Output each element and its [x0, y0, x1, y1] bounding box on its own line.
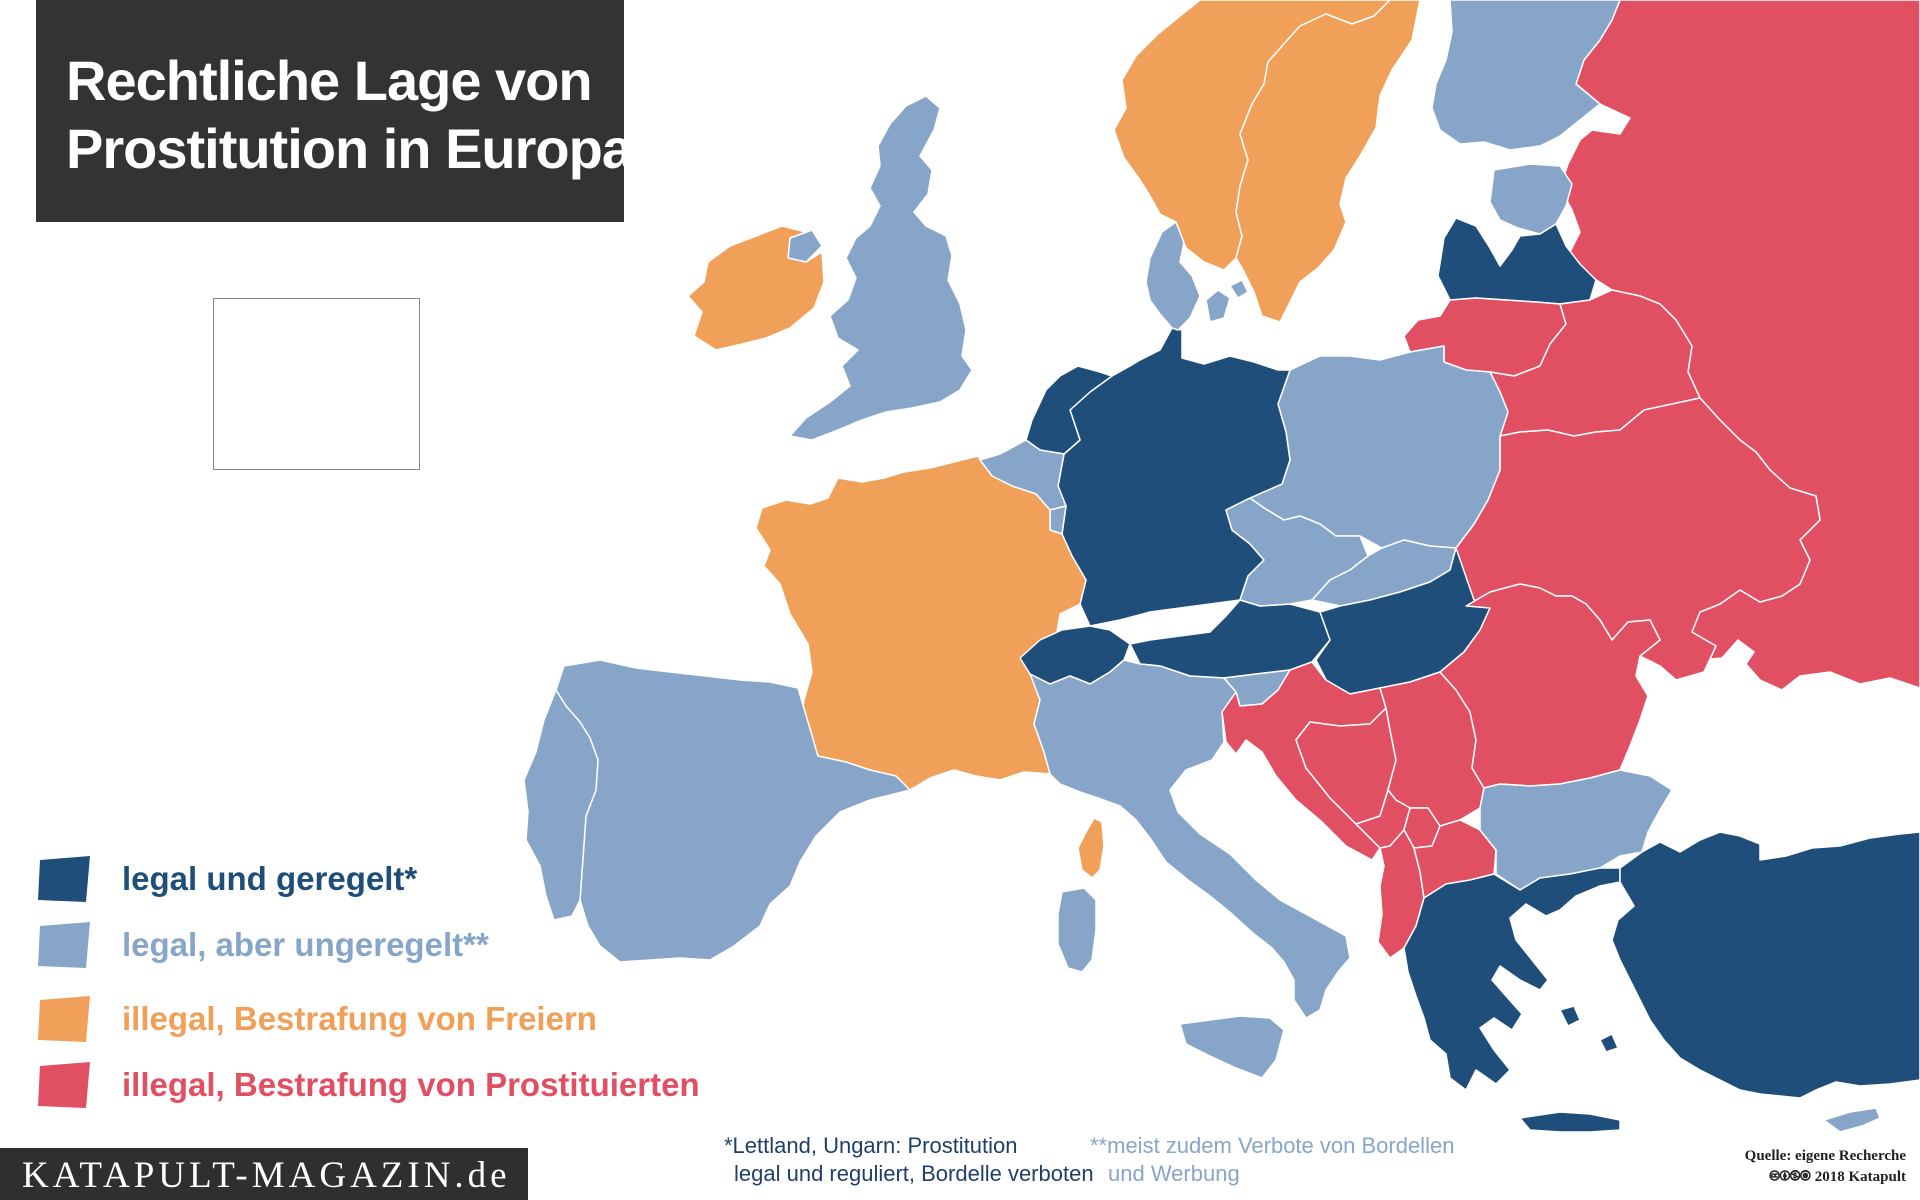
country-sicily — [1179, 1015, 1285, 1079]
legend-swatch — [38, 856, 90, 902]
country-finland — [1431, 0, 1621, 151]
country-cyprus — [1823, 1107, 1881, 1133]
country-turkey — [1611, 831, 1920, 1099]
country-portugal — [523, 689, 599, 921]
country-italy — [1029, 659, 1351, 1019]
country-estonia — [1489, 163, 1573, 235]
legend-label: illegal, Bestrafung von Prostituierten — [122, 1066, 700, 1103]
copyright-line: 🅭🅯🄏🄍 2018 Katapult — [1745, 1167, 1906, 1188]
brand-bar: KATAPULT-MAGAZIN.de — [0, 1148, 528, 1200]
title-box: Rechtliche Lage von Prostitution in Euro… — [36, 0, 633, 222]
legend-swatch — [38, 1062, 90, 1108]
creative-commons-icons: 🅭🅯🄏🄍 — [1770, 1169, 1811, 1185]
source-credit: Quelle: eigene Recherche 🅭🅯🄏🄍 2018 Katap… — [1745, 1146, 1906, 1188]
legend-label: illegal, Bestrafung von Freiern — [122, 1000, 597, 1037]
footnote-line: legal und reguliert, Bordelle verboten — [734, 1161, 1094, 1186]
legend-label: legal und geregelt* — [122, 860, 418, 897]
copyright-text: 2018 Katapult — [1814, 1169, 1906, 1185]
footnote-line: *Lettland, Ungarn: Prostitution — [724, 1133, 1018, 1158]
legend-swatch — [38, 996, 90, 1042]
country-greece-islands — [1519, 955, 1667, 1133]
page-title-line1: Rechtliche Lage von — [66, 49, 593, 112]
source-line: Quelle: eigene Recherche — [1744, 1148, 1906, 1164]
country-corsica — [1077, 817, 1105, 879]
country-ireland — [687, 225, 825, 351]
legend-label: legal, aber ungeregelt** — [122, 926, 489, 963]
country-sweden — [1235, 0, 1421, 323]
country-greece — [1403, 867, 1621, 1091]
footnote-line: **meist zudem Verbote von Bordellen — [1090, 1133, 1455, 1158]
country-denmark — [1145, 221, 1249, 331]
footnote-line: und Werbung — [1108, 1161, 1240, 1186]
iceland-inset-frame — [213, 298, 420, 470]
page-title-line2: Prostitution in Europa — [66, 117, 633, 180]
country-united-kingdom — [789, 95, 973, 441]
legend-swatch — [38, 922, 90, 968]
country-sardinia — [1057, 887, 1097, 973]
footnote-latvia-hungary: *Lettland, Ungarn: Prostitution legal un… — [724, 1132, 1094, 1188]
brand-link[interactable]: KATAPULT-MAGAZIN.de — [22, 1155, 511, 1196]
footnote-brothels: **meist zudem Verbote von Bordellen und … — [1090, 1132, 1454, 1188]
country-latvia — [1437, 217, 1597, 305]
